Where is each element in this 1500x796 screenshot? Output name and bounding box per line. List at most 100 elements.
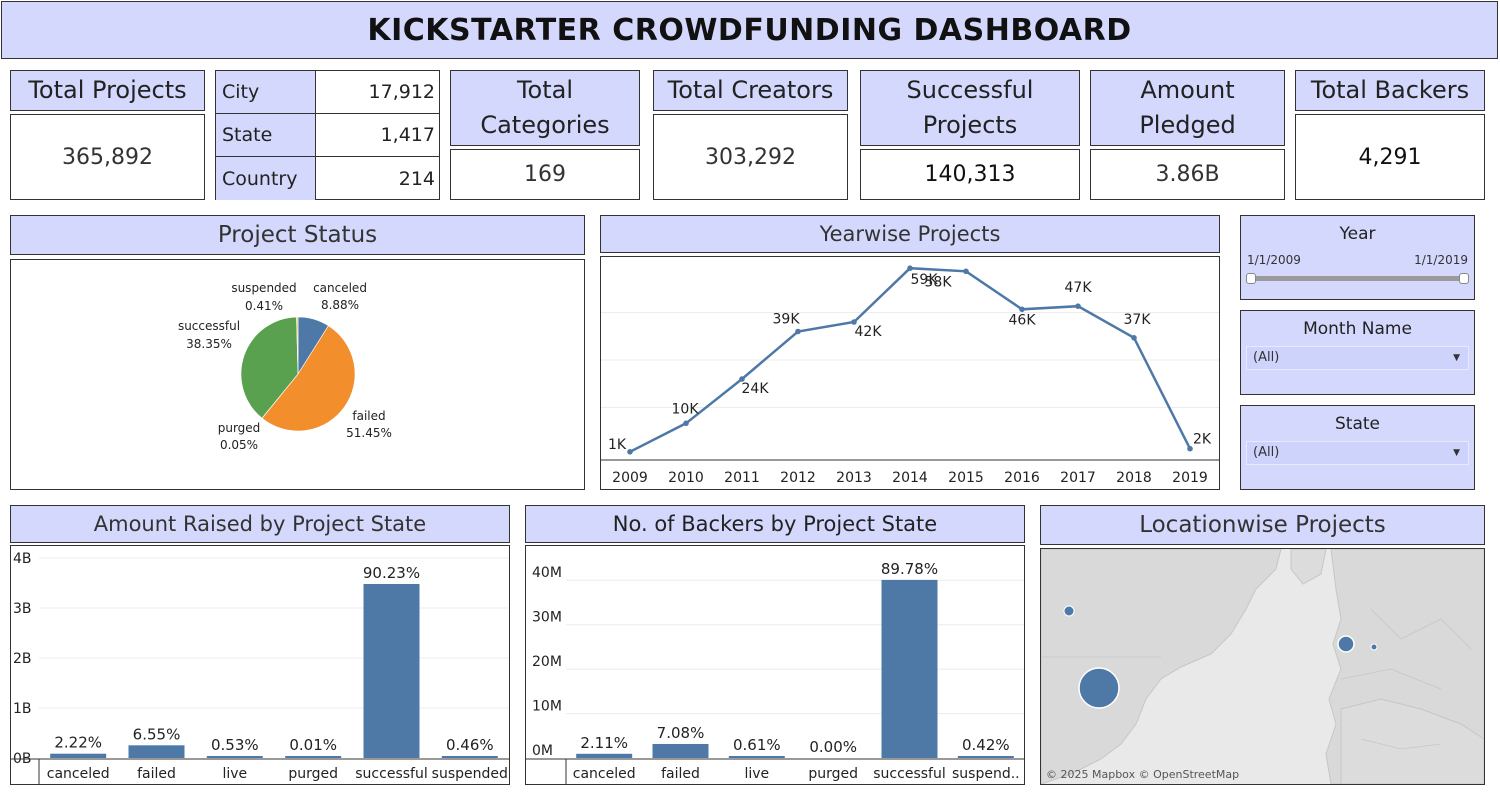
- project-status-pie-chart: canceled 8.88% failed 51.45% purged 0.05% succ…: [178, 281, 392, 452]
- bar-data-label: 2.22%: [54, 734, 102, 752]
- location-bubble-germany: [1370, 643, 1378, 651]
- bar-y-tick: 0M: [532, 743, 553, 759]
- successful-projects-value: 140,313: [924, 162, 1016, 187]
- year-slider-track[interactable]: [1251, 276, 1464, 281]
- total-creators-label: Total Creators: [667, 76, 834, 104]
- africa-land: [1340, 698, 1484, 784]
- successful-projects-header: Successful Projects: [860, 70, 1080, 146]
- line-x-tick: 2019: [1172, 470, 1208, 486]
- pie-label-value: 38.35%: [186, 337, 232, 351]
- line-point: [739, 376, 745, 382]
- locationwise-map[interactable]: © 2025 Mapbox © OpenStreetMap: [1040, 548, 1485, 785]
- map-title: Locationwise Projects: [1139, 512, 1386, 538]
- location-bubble-uk: [1337, 635, 1355, 653]
- pie-label-value: 0.41%: [245, 299, 283, 313]
- greenland-land: [1290, 549, 1327, 585]
- bar-successful: [881, 579, 938, 758]
- state-filter-title: State: [1335, 414, 1380, 434]
- month-dropdown[interactable]: (All) ▼: [1246, 346, 1469, 370]
- total-creators-card: 303,292: [653, 114, 848, 200]
- line-x-tick: 2017: [1060, 470, 1096, 486]
- bar-data-label: 90.23%: [363, 564, 420, 582]
- total-backers-value: 4,291: [1358, 144, 1422, 170]
- bar-data-label: 6.55%: [133, 725, 181, 743]
- pie-label-name: failed: [352, 409, 385, 423]
- amount-pledged-label: Amount Pledged: [1139, 76, 1236, 139]
- line-data-label: 39K: [773, 312, 801, 328]
- line-point: [683, 420, 689, 427]
- line-x-tick: 2009: [612, 470, 648, 486]
- geo-value: 17,912: [368, 81, 435, 103]
- year-slider-start-handle[interactable]: [1246, 273, 1256, 284]
- backers-panel: 0M 10M 20M 30M 40M 2.11% canceled 7.08% failed 0.…: [525, 545, 1025, 785]
- line-point: [907, 265, 913, 271]
- total-projects-card: 365,892: [10, 114, 205, 200]
- total-projects-value: 365,892: [62, 144, 153, 170]
- amount-raised-panel: 0B 1B 2B 3B 4B 2.22% canceled 6.55% failed 0.53% l…: [10, 545, 510, 785]
- bar-x-tick: successful: [355, 766, 427, 782]
- bar-x-tick: successful: [873, 766, 945, 782]
- bar-x-tick: purged: [288, 766, 338, 782]
- line-data-label: 42K: [855, 324, 883, 340]
- chevron-down-icon: ▼: [1453, 353, 1460, 363]
- pie-label-name: canceled: [313, 281, 367, 295]
- borders: [1041, 608, 1472, 750]
- bar-x-tick: suspended: [432, 766, 508, 782]
- bar-y-tick: 30M: [532, 610, 562, 626]
- geo-row-state: State 1,417: [216, 114, 439, 157]
- month-dropdown-value: (All): [1253, 350, 1280, 365]
- location-bubble-canada: [1063, 605, 1075, 617]
- geo-label: State: [216, 114, 316, 156]
- line-point: [627, 449, 633, 455]
- geo-value: 1,417: [380, 124, 435, 146]
- world-map[interactable]: [1041, 549, 1484, 784]
- total-backers-card: 4,291: [1295, 114, 1485, 200]
- bar-x-tick: failed: [137, 766, 176, 782]
- line-point: [1131, 335, 1137, 341]
- amount-raised-title: Amount Raised by Project State: [93, 512, 427, 536]
- state-dropdown[interactable]: (All) ▼: [1246, 441, 1469, 465]
- backers-header: No. of Backers by Project State: [525, 505, 1025, 543]
- successful-projects-label: Successful Projects: [906, 76, 1034, 139]
- line-point: [963, 268, 969, 275]
- bar-data-label: 0.61%: [733, 736, 781, 754]
- line-data-label: 46K: [1009, 312, 1037, 328]
- pie-label-name: purged: [218, 421, 261, 435]
- line-data-label: 47K: [1065, 280, 1093, 296]
- total-creators-value: 303,292: [705, 144, 796, 170]
- bar-x-tick: canceled: [573, 766, 636, 782]
- geo-row-country: Country 214: [216, 157, 439, 200]
- line-x-tick: 2012: [780, 470, 816, 486]
- line-x-tick: 2015: [948, 470, 984, 486]
- bar-x-tick: live: [222, 766, 247, 782]
- bar-y-tick: 3B: [13, 601, 32, 617]
- bar-x-tick: live: [744, 766, 769, 782]
- total-projects-header: Total Projects: [10, 70, 205, 111]
- bar-data-label: 2.11%: [580, 734, 628, 752]
- yearwise-panel: 1K 2009 10K 2010 24K 2011 39K 2012 42K 2013 59K 201…: [600, 256, 1220, 490]
- bar-y-tick: 2B: [13, 651, 32, 667]
- yearwise-line-chart: 1K 2009 10K 2010 24K 2011 39K 2012 42K 2013 59K 201…: [601, 265, 1219, 486]
- line-x-tick: 2011: [724, 470, 760, 486]
- bar-suspended: [441, 756, 498, 758]
- amount-raised-bar-chart: 0B1B2B3B4B2.22%canceled6.55%failed0.53%l…: [11, 551, 509, 784]
- bar-data-label: 0.01%: [289, 736, 337, 754]
- backers-title: No. of Backers by Project State: [612, 512, 938, 536]
- bar-x-tick: failed: [661, 766, 700, 782]
- bar-data-label: 0.53%: [211, 736, 259, 754]
- amount-pledged-header: Amount Pledged: [1090, 70, 1285, 146]
- line-point: [1019, 306, 1025, 313]
- bar-data-label: 7.08%: [657, 724, 705, 742]
- bar-y-tick: 20M: [532, 654, 562, 670]
- line-x-tick: 2014: [892, 470, 928, 486]
- bar-y-tick: 40M: [532, 565, 562, 581]
- month-filter: Month Name (All) ▼: [1240, 310, 1475, 395]
- bar-suspend..: [957, 756, 1014, 758]
- year-slider-end-handle[interactable]: [1459, 273, 1469, 284]
- total-categories-value: 169: [524, 162, 566, 187]
- line-x-tick: 2010: [668, 470, 704, 486]
- bar-purged: [285, 756, 342, 758]
- total-creators-header: Total Creators: [653, 70, 848, 111]
- bar-canceled: [50, 753, 107, 758]
- project-status-title: Project Status: [217, 222, 378, 248]
